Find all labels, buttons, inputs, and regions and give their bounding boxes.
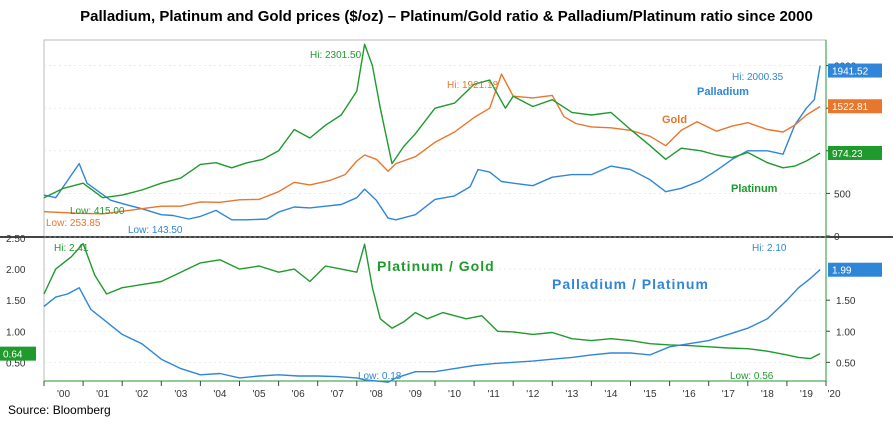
- annotation-label: Hi: 1921.18: [447, 80, 499, 91]
- x-tick-label: '15: [644, 389, 657, 400]
- x-tick-label: '17: [722, 389, 735, 400]
- y-tick-label: 0: [834, 232, 840, 243]
- last-value-tag: [0, 346, 36, 361]
- x-tick-label: '13: [565, 389, 578, 400]
- series-line-palladium: [43, 65, 821, 221]
- x-tick-label: '08: [370, 389, 383, 400]
- left-tick-label: 1.50: [6, 296, 26, 307]
- series-label: Palladium: [697, 86, 749, 98]
- last-value-label: 0.64: [3, 350, 23, 361]
- last-value-label: 974.23: [832, 149, 863, 160]
- series-line-gold: [43, 73, 821, 215]
- x-tick-label: '00: [57, 389, 70, 400]
- x-tick-label: '09: [409, 389, 422, 400]
- left-tick-label: 2.00: [6, 265, 26, 276]
- left-tick-label: 1.00: [6, 327, 26, 338]
- left-tick-label: 0.50: [6, 358, 26, 369]
- last-value-label: 1941.52: [832, 67, 869, 78]
- x-tick-label: '05: [253, 389, 266, 400]
- y-tick-label: 500: [834, 189, 851, 200]
- right-tick-label: 0.50: [836, 358, 856, 369]
- series-line-platinum-gold: [43, 242, 821, 360]
- series-line-palladium-platinum: [43, 269, 821, 383]
- annotation-label: Hi: 2301.50: [310, 50, 362, 61]
- right-tick-label: 1.50: [836, 296, 856, 307]
- x-tick-label: '11: [488, 389, 501, 400]
- series-label: Gold: [662, 114, 687, 126]
- last-value-label: 1.99: [832, 266, 852, 277]
- series-line-platinum: [43, 43, 821, 199]
- series-label: Platinum: [731, 183, 778, 195]
- x-tick-label: '10: [448, 389, 461, 400]
- x-tick-label: '07: [331, 389, 344, 400]
- last-value-tag: [828, 99, 882, 114]
- series-label: Platinum / Gold: [377, 258, 495, 274]
- chart-title: Palladium, Platinum and Gold prices ($/o…: [80, 8, 813, 25]
- annotation-label: Low: 253.85: [46, 218, 101, 229]
- last-value-tag: [828, 262, 882, 277]
- annotation-label: Hi: 2.41: [54, 243, 89, 254]
- last-value-tag: [828, 63, 882, 78]
- x-tick-label: '20: [827, 389, 840, 400]
- annotation-label: Low: 0.18: [358, 371, 402, 382]
- source-note: Source: Bloomberg: [8, 403, 111, 417]
- last-value-tag: [828, 145, 882, 160]
- right-tick-label: 1.00: [836, 327, 856, 338]
- x-tick-label: '12: [526, 389, 539, 400]
- last-value-label: 1522.81: [832, 102, 869, 113]
- x-tick-label: '16: [683, 389, 696, 400]
- x-tick-label: '18: [761, 389, 774, 400]
- series-label: Palladium / Platinum: [552, 276, 709, 292]
- x-tick-label: '14: [604, 389, 617, 400]
- x-tick-label: '19: [800, 389, 813, 400]
- x-tick-label: '01: [96, 389, 109, 400]
- annotation-label: Hi: 2000.35: [732, 72, 784, 83]
- x-tick-label: '06: [292, 389, 305, 400]
- x-tick-label: '03: [174, 389, 187, 400]
- x-tick-label: '02: [135, 389, 148, 400]
- left-tick-label: 2.50: [6, 234, 26, 245]
- annotation-label: Hi: 2.10: [752, 243, 787, 254]
- x-tick-label: '04: [213, 389, 226, 400]
- annotation-label: Low: 143.50: [128, 225, 183, 236]
- annotation-label: Low: 415.00: [70, 206, 125, 217]
- annotation-label: Low: 0.56: [730, 371, 774, 382]
